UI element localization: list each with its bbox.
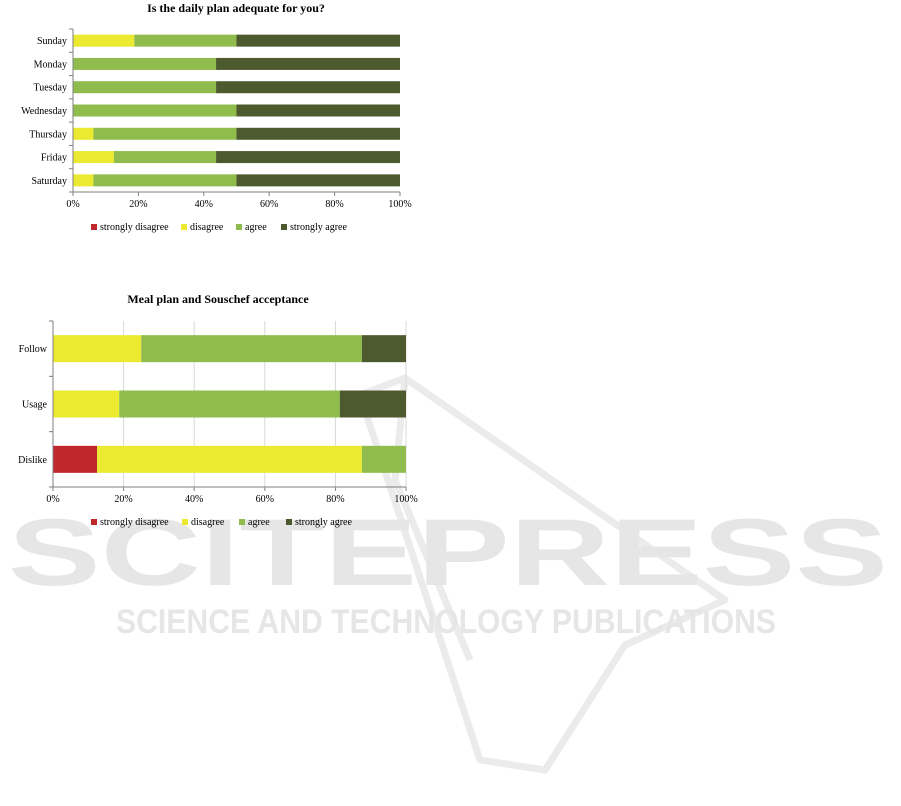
category-label: Dislike [18,455,47,466]
chart-title: Is the daily plan adequate for you? [147,1,325,15]
legend-swatch-disagree [181,224,187,230]
x-tick-label: 100% [388,199,411,210]
bar-segment-disagree [73,174,94,187]
category-label: Thursday [29,129,67,140]
category-label: Tuesday [33,83,67,94]
legend-swatch-agree [239,519,245,525]
legend-swatch-strongly-agree [286,519,292,525]
bar-segment-agree [134,34,237,47]
bar-segment-strongly-disagree [53,445,98,473]
bar-segment-agree [73,57,217,70]
bar-segment-disagree [53,390,120,418]
x-tick-label: 0% [46,494,59,505]
x-tick-label: 80% [325,199,343,210]
bar-segment-agree [93,174,237,187]
chart-title: Meal plan and Souschef acceptance [127,292,309,306]
watermark-line1: SCITEPRESS [8,500,888,606]
legend-swatch-strongly-disagree [91,224,97,230]
bar-segment-agree [93,127,237,140]
bar-segment-strongly-agree [236,127,400,140]
x-tick-label: 60% [256,494,274,505]
bar-segment-strongly-agree [216,151,400,164]
x-tick-label: 20% [114,494,132,505]
bar-segment-agree [113,151,217,164]
category-label: Saturday [31,176,67,187]
x-tick-label: 100% [394,494,417,505]
bar-segment-strongly-agree [236,174,400,187]
bar-segment-disagree [73,151,114,164]
legend-label: strongly disagree [100,222,169,233]
legend-swatch-disagree [182,519,188,525]
bar-segment-strongly-agree [216,81,400,94]
x-tick-label: 60% [260,199,278,210]
category-label: Sunday [37,36,67,47]
bar-segment-disagree [73,127,94,140]
x-tick-label: 0% [66,199,79,210]
bar-segment-strongly-agree [236,34,400,47]
legend-label: agree [245,222,267,233]
legend-swatch-strongly-disagree [91,519,97,525]
category-label: Wednesday [21,106,67,117]
legend-swatch-strongly-agree [281,224,287,230]
legend-label: strongly agree [295,517,352,528]
bar-segment-strongly-agree [361,335,406,363]
chart-meal-plan: Meal plan and Souschef acceptance Follow… [18,292,418,528]
bar-segment-strongly-agree [339,390,406,418]
legend-label: disagree [190,222,224,233]
legend-label: strongly disagree [100,517,169,528]
bar-segment-strongly-agree [236,104,400,117]
legend-label: strongly agree [290,222,347,233]
bar-segment-agree [119,390,340,418]
category-label: Monday [34,59,67,70]
bar-segment-agree [141,335,362,363]
category-label: Friday [41,153,67,164]
bar-segment-agree [73,104,237,117]
legend-label: disagree [191,517,225,528]
x-tick-label: 40% [195,199,213,210]
x-tick-label: 80% [326,494,344,505]
bar-segment-disagree [97,445,362,473]
legend-label: agree [248,517,270,528]
category-label: Usage [22,400,48,411]
bar-segment-agree [361,445,406,473]
x-tick-label: 20% [129,199,147,210]
watermark-line2: SCIENCE AND TECHNOLOGY PUBLICATIONS [116,603,776,641]
bar-segment-disagree [73,34,135,47]
chart-daily-plan: Is the daily plan adequate for you? Sund… [21,1,412,233]
x-tick-label: 40% [185,494,203,505]
category-label: Follow [19,344,48,355]
bar-segment-disagree [53,335,142,363]
bar-segment-strongly-agree [216,57,400,70]
legend-swatch-agree [236,224,242,230]
bar-segment-agree [73,81,217,94]
